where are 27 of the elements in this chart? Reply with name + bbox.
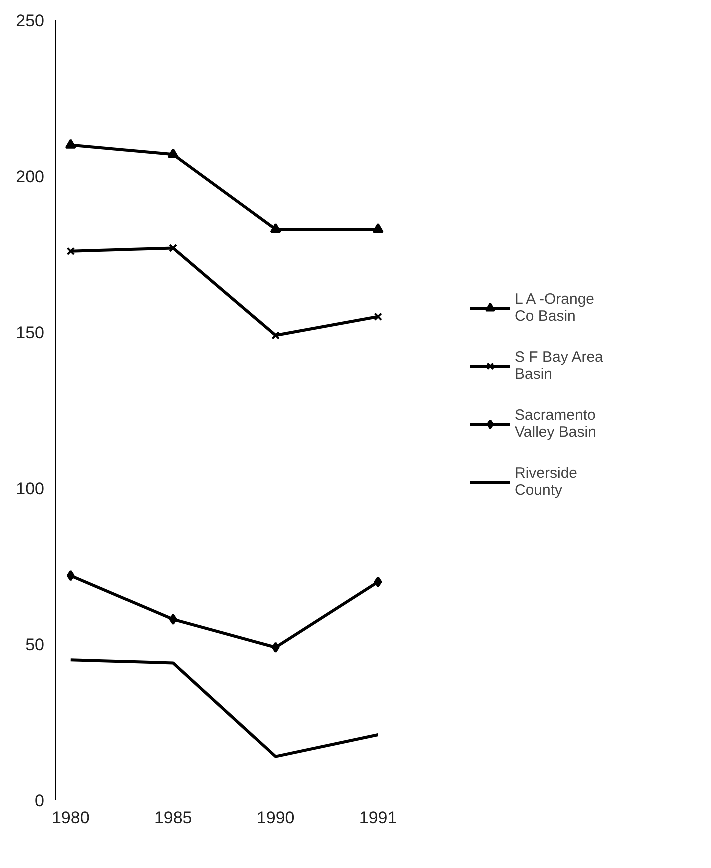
point (270, 223, 282, 234)
point (272, 642, 280, 654)
legend-label: S F Bay Area Basin (515, 348, 604, 385)
y-tick-label: 150 (16, 324, 45, 342)
point (66, 247, 76, 256)
x-tick-label: 1991 (359, 808, 398, 828)
point (372, 223, 384, 234)
point (65, 139, 76, 149)
legend-label: L A -Orange Co Basin (515, 290, 594, 327)
point (169, 244, 178, 252)
y-tick-label: 200 (16, 168, 45, 186)
y-tick-label: 100 (16, 480, 45, 498)
x-tick-label: 1985 (154, 808, 192, 828)
point (66, 570, 75, 582)
y-tick-label: 0 (35, 792, 45, 810)
point (272, 331, 280, 340)
point (169, 614, 178, 626)
y-tick-label: 250 (16, 12, 45, 30)
line-series (69, 658, 380, 758)
legend-label: Sacramento Valley Basin (515, 406, 596, 443)
point (374, 312, 382, 322)
x-tick-label: 1990 (256, 808, 295, 828)
y-tick-label: 50 (26, 636, 45, 654)
x-tick-label: 1980 (52, 808, 90, 828)
legend-label: Riverside County (515, 464, 578, 501)
point (168, 148, 179, 158)
point (374, 576, 382, 588)
